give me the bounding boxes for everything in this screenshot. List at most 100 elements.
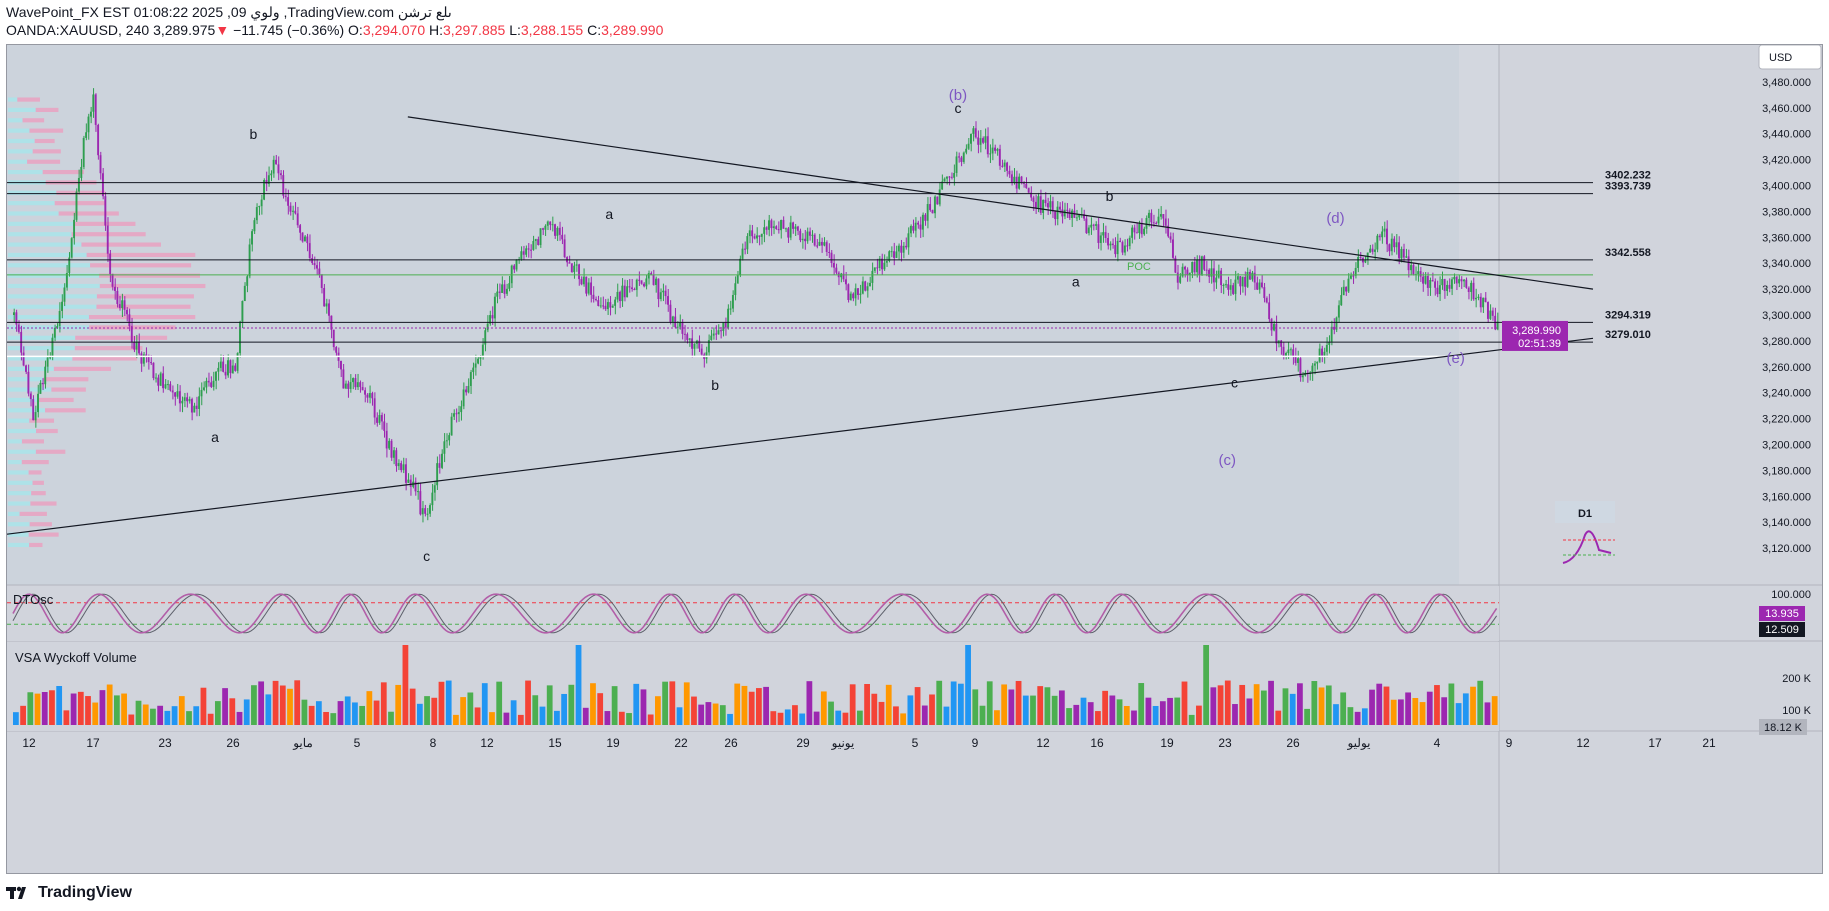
candle-body bbox=[450, 416, 453, 436]
candle-body bbox=[390, 440, 393, 458]
candle-body bbox=[1022, 182, 1025, 184]
candle-body bbox=[727, 308, 730, 328]
volume-bar bbox=[272, 680, 279, 725]
candle-body bbox=[1027, 188, 1030, 193]
symbol-name[interactable]: OANDA:XAUUSD, 240 bbox=[6, 22, 150, 38]
candle-body bbox=[765, 227, 768, 230]
wave-label: c bbox=[1231, 375, 1238, 391]
candle-body bbox=[1097, 224, 1100, 243]
candle-body bbox=[900, 245, 903, 253]
candle-body bbox=[186, 397, 189, 402]
volume-profile-bar-down bbox=[54, 201, 105, 206]
volume-bar bbox=[683, 682, 690, 725]
candle-body bbox=[222, 361, 225, 372]
candle-body bbox=[1205, 269, 1208, 271]
volume-bar bbox=[460, 697, 467, 725]
volume-bar bbox=[734, 683, 741, 725]
price-pane-bg bbox=[7, 45, 1459, 585]
volume-bar bbox=[395, 684, 402, 725]
volume-bar bbox=[1369, 689, 1375, 725]
candle-body bbox=[207, 380, 210, 383]
volume-profile-bar-up bbox=[8, 346, 75, 351]
candle-body bbox=[642, 283, 645, 287]
candle-body bbox=[1162, 214, 1165, 219]
candle-body bbox=[1340, 295, 1343, 306]
candle-body bbox=[616, 291, 619, 300]
candle-body bbox=[267, 175, 270, 185]
candle-body bbox=[1410, 265, 1412, 271]
volume-bar bbox=[525, 680, 531, 725]
candle-body bbox=[734, 283, 737, 295]
candle-body bbox=[318, 268, 321, 275]
volume-bar bbox=[1282, 688, 1289, 725]
volume-bar bbox=[70, 693, 77, 725]
candle-body bbox=[1354, 267, 1357, 276]
candle-body bbox=[1220, 270, 1222, 286]
time-axis-tick: 17 bbox=[86, 736, 100, 750]
candle-body bbox=[1044, 199, 1047, 204]
candle-body bbox=[655, 278, 657, 285]
volume-bar bbox=[222, 688, 228, 725]
candle-body bbox=[1441, 279, 1444, 286]
candle-body bbox=[188, 399, 191, 402]
candle-body bbox=[1438, 285, 1441, 295]
candle-body bbox=[1272, 323, 1275, 331]
candle-body bbox=[217, 367, 220, 372]
volume-profile-bar-up bbox=[8, 118, 23, 123]
candle-body bbox=[917, 222, 920, 225]
candle-body bbox=[97, 124, 100, 156]
volume-bar bbox=[849, 684, 856, 725]
candle-body bbox=[1282, 346, 1285, 356]
candle-body bbox=[609, 302, 612, 308]
candle-body bbox=[404, 464, 407, 483]
volume-bar bbox=[1095, 711, 1101, 725]
volume-bar bbox=[106, 684, 113, 725]
candle-body bbox=[1051, 201, 1054, 212]
time-axis-tick: 9 bbox=[972, 736, 979, 750]
volume-profile-bar-up bbox=[8, 315, 89, 320]
candle-body bbox=[402, 464, 405, 471]
candle-body bbox=[529, 249, 532, 251]
candle-body bbox=[56, 326, 59, 328]
candle-body bbox=[75, 191, 78, 220]
candle-body bbox=[323, 287, 326, 307]
candle-body bbox=[190, 399, 193, 413]
candle-body bbox=[1186, 269, 1189, 275]
candle-body bbox=[960, 157, 963, 162]
candles bbox=[13, 88, 1499, 523]
volume-profile-bar-down bbox=[96, 304, 191, 309]
volume-bar bbox=[171, 706, 178, 725]
candle-body bbox=[758, 235, 761, 237]
chart-frame[interactable]: 3402.232 3393.739 3342.558 3294.319 3279.010… bbox=[6, 44, 1823, 874]
candle-body bbox=[539, 228, 542, 245]
candle-body bbox=[1479, 296, 1482, 308]
volume-bar bbox=[957, 683, 964, 725]
candle-body bbox=[1241, 276, 1244, 287]
candle-body bbox=[263, 180, 265, 200]
candle-body bbox=[448, 435, 451, 441]
volume-profile-bar-up bbox=[8, 511, 20, 516]
volume-profile-bar-up bbox=[8, 480, 33, 485]
volume-bar bbox=[921, 705, 928, 725]
candle-body bbox=[962, 152, 965, 162]
volume-profile-bar-up bbox=[8, 149, 33, 154]
candle-body bbox=[1316, 361, 1319, 364]
candle-body bbox=[392, 450, 395, 458]
candle-body bbox=[597, 300, 600, 306]
volume-bar bbox=[943, 706, 950, 725]
candle-body bbox=[1003, 162, 1006, 167]
volume-profile-bar-up bbox=[8, 128, 30, 133]
candle-body bbox=[301, 232, 304, 242]
candle-body bbox=[986, 136, 989, 155]
volume-bar bbox=[532, 695, 539, 725]
candle-body bbox=[73, 219, 76, 239]
candle-body bbox=[669, 304, 672, 322]
candle-body bbox=[1258, 282, 1261, 290]
candle-body bbox=[784, 228, 787, 230]
volume-bar bbox=[950, 681, 957, 725]
volume-bar bbox=[424, 696, 430, 725]
candle-body bbox=[210, 382, 213, 387]
candle-body bbox=[753, 236, 756, 239]
candle-body bbox=[1232, 285, 1235, 294]
